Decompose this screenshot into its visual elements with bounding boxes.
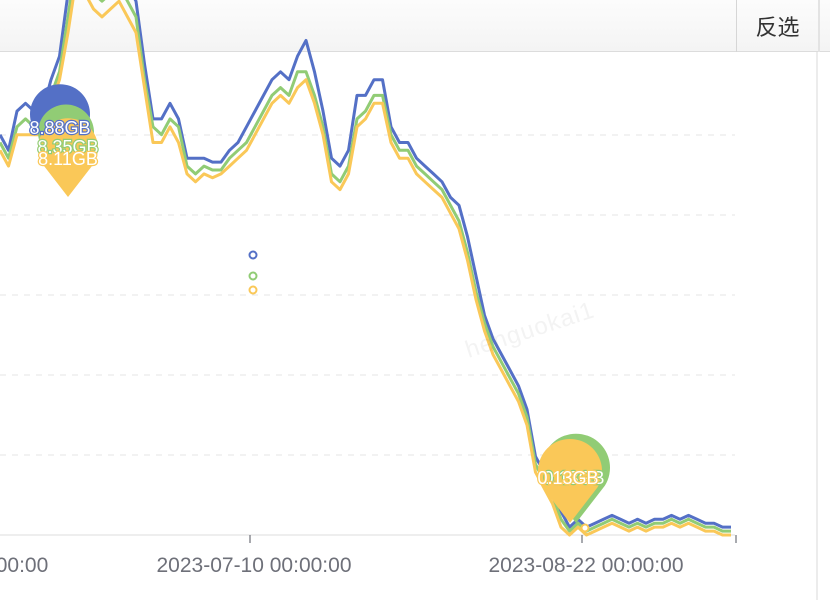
series-line — [0, 0, 731, 529]
series-line — [0, 0, 731, 533]
x-tick-label: 00:00 — [0, 554, 48, 577]
pin-label: 8.88GB — [29, 118, 90, 138]
x-tick-label: 2023-08-22 00:00:00 — [489, 554, 684, 577]
max-pin-marker — [38, 118, 99, 197]
x-tick-label: 2023-07-10 00:00:00 — [157, 554, 352, 577]
pin-label: 0.13GB — [537, 468, 598, 488]
invert-selection-button[interactable]: 反选 — [736, 0, 818, 52]
panel-divider — [816, 52, 818, 600]
pin-label: 8.35GB — [37, 137, 98, 157]
series-point — [248, 285, 258, 295]
toolbar-edge — [818, 0, 820, 52]
series-line — [0, 0, 731, 537]
series-point — [248, 271, 258, 281]
pin-label: 0.13GB — [543, 468, 604, 488]
series-point — [580, 523, 590, 533]
series-point — [248, 250, 258, 260]
pin-label: 8.11GB — [38, 149, 98, 169]
min-pin-marker — [538, 438, 602, 523]
